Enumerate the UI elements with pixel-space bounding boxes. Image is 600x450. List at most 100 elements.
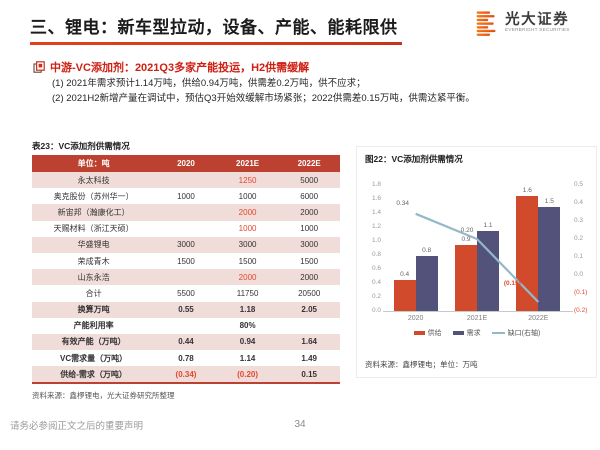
right-axis-tick: 0.4 bbox=[574, 199, 584, 206]
legend-item-bar: 需求 bbox=[452, 328, 481, 338]
summary-point-1: (1) 2021年需求预计1.14万吨，供给0.94万吨，供需差0.2万吨，供不… bbox=[52, 78, 366, 89]
table-row: 华盛锂电 3000 3000 3000 bbox=[32, 236, 340, 253]
cell-value: 0.15 bbox=[278, 366, 340, 384]
cell-value bbox=[155, 318, 217, 334]
column-header-year: 2022E bbox=[278, 155, 340, 172]
chart-legend: 供给 需求 缺口(右轴) bbox=[385, 328, 569, 338]
brand-name-cn: 光大证券 bbox=[505, 12, 570, 28]
cell-value: 2000 bbox=[216, 269, 279, 286]
row-label: 山东永浩 bbox=[32, 269, 156, 286]
x-category-label: 2022E bbox=[528, 315, 549, 322]
chart-source: 资料来源：鑫椤锂电；单位：万吨 bbox=[365, 360, 478, 369]
table-source: 资料来源：鑫椤锂电，光大证券研究所整理 bbox=[32, 391, 175, 401]
cell-value: 1500 bbox=[238, 256, 257, 266]
bar-supply bbox=[455, 245, 477, 311]
left-axis-tick: 0.8 bbox=[371, 251, 381, 258]
table-row: 有效产能（万吨） 0.44 0.94 1.64 bbox=[32, 333, 340, 351]
cell-value: 1000 bbox=[238, 224, 257, 234]
column-header-year: 2021E bbox=[216, 155, 279, 172]
legend-swatch bbox=[413, 331, 425, 335]
cell-value: 1.64 bbox=[278, 333, 340, 351]
table-row: 供给-需求（万吨） (0.34) (0.20) 0.15 bbox=[32, 366, 340, 384]
legend-item-bar: 供给 bbox=[413, 328, 442, 338]
cell-value: 1000 bbox=[300, 224, 319, 234]
cell-value: 1.49 bbox=[301, 353, 317, 363]
right-axis-tick: 0.3 bbox=[574, 217, 584, 224]
cell-value bbox=[155, 204, 217, 221]
legend-label: 缺口(右轴) bbox=[507, 330, 541, 337]
row-label: 永太科技 bbox=[32, 172, 156, 189]
left-axis-tick: 0.0 bbox=[371, 307, 381, 314]
row-label: VC需求量（万吨） bbox=[60, 353, 128, 363]
title-underline bbox=[30, 42, 402, 45]
legend-label: 需求 bbox=[466, 330, 481, 337]
brand-logo: 光大证券 EVERBRIGHT SECURITIES bbox=[473, 10, 588, 37]
cell-value bbox=[155, 269, 217, 286]
gap-line bbox=[415, 212, 540, 303]
chart-title: 图22：VC添加剂供需情况 bbox=[365, 154, 463, 164]
table-body: 永太科技 1250 5000 奥克股份（苏州华一） 1000 1000 6000 新宙邦（瀚康… bbox=[32, 172, 340, 384]
right-axis-tick: 0.5 bbox=[574, 181, 584, 188]
cell-value: 3000 bbox=[216, 236, 279, 253]
cell-value: 1.18 bbox=[216, 301, 279, 318]
x-category-label: 2020 bbox=[407, 315, 424, 322]
table-row: 奥克股份（苏州华一） 1000 1000 6000 bbox=[32, 188, 340, 204]
chart-card: 1.8 1.6 1.4 1.2 1.0 0.8 0.6 0.4 0.2 0.0 0.5 0.4 0.3 0… bbox=[356, 146, 597, 378]
line-value-label: (0.15) bbox=[503, 280, 521, 287]
legend-item-line: 缺口(右轴) bbox=[491, 328, 541, 338]
table-row: 山东永浩 2000 2000 bbox=[32, 269, 340, 286]
row-label: 奥克股份（苏州华一） bbox=[53, 191, 134, 201]
left-axis-tick: 1.6 bbox=[371, 195, 381, 202]
cell-value: 2000 bbox=[278, 269, 340, 286]
bar-demand bbox=[538, 206, 561, 311]
cell-value bbox=[155, 172, 217, 189]
cell-value: 20500 bbox=[298, 288, 321, 298]
row-label: 换算万吨 bbox=[32, 301, 156, 318]
bar-value-label: 0.9 bbox=[461, 236, 471, 244]
bar-demand bbox=[477, 231, 499, 311]
left-axis-tick: 1.0 bbox=[371, 237, 381, 244]
cell-value bbox=[278, 318, 340, 334]
table-row: 天赐材料（浙江天硕） 1000 1000 bbox=[32, 221, 340, 237]
legend-label: 供给 bbox=[427, 330, 442, 337]
legend-swatch bbox=[452, 331, 464, 335]
bar-value-label: 1.6 bbox=[522, 187, 532, 195]
cell-value: 0.94 bbox=[216, 333, 279, 351]
page-number: 34 bbox=[294, 419, 306, 430]
bar-supply bbox=[516, 196, 539, 311]
cell-value bbox=[155, 221, 217, 237]
x-axis-line bbox=[383, 311, 573, 312]
table-header-row: 单位：吨 2020 2021E 2022E bbox=[32, 155, 340, 172]
legend-swatch bbox=[491, 332, 505, 334]
right-axis-tick: 0.0 bbox=[574, 271, 584, 278]
bar-demand bbox=[415, 256, 438, 311]
right-axis-tick: (0.2) bbox=[574, 307, 588, 314]
table-row: 合计 5500 11750 20500 bbox=[32, 285, 340, 301]
row-label: 新宙邦（瀚康化工） bbox=[32, 204, 156, 221]
table-header: 单位：吨 2020 2021E 2022E bbox=[32, 155, 340, 172]
left-axis-tick: 0.2 bbox=[371, 293, 381, 300]
cell-value: 5500 bbox=[177, 288, 195, 298]
clipboard-icon bbox=[33, 61, 45, 73]
bar-value-label: 1.1 bbox=[483, 222, 493, 230]
cell-value: 80% bbox=[239, 321, 256, 331]
cell-value: 3000 bbox=[155, 236, 217, 253]
summary-point-2: (2) 2021H2新增产量在调试中，预估Q3开始效缓解市场紧张；2022供需差… bbox=[52, 93, 475, 104]
cell-value: (0.34) bbox=[155, 366, 217, 384]
left-axis-tick: 1.8 bbox=[371, 181, 381, 188]
summary-heading: 中游-VC添加剂：2021Q3多家产能投运，H2供需缓解 bbox=[50, 62, 310, 74]
cell-value: (0.20) bbox=[216, 366, 279, 384]
chart-area: 1.8 1.6 1.4 1.2 1.0 0.8 0.6 0.4 0.2 0.0 0.5 0.4 0.3 0… bbox=[357, 147, 596, 377]
supply-demand-table: 表23：VC添加剂供需情况 单位：吨 2020 2021E 2022E 永太科技 125… bbox=[32, 140, 340, 401]
summary-block: 中游-VC添加剂：2021Q3多家产能投运，H2供需缓解 (1) 2021年需求… bbox=[33, 59, 592, 105]
left-axis-tick: 0.4 bbox=[371, 279, 381, 286]
column-header-unit: 单位：吨 bbox=[32, 155, 156, 172]
table-row: 换算万吨 0.55 1.18 2.05 bbox=[32, 301, 340, 318]
cell-value: 2.05 bbox=[278, 301, 340, 318]
footer-disclaimer: 请务必参阅正文之后的重要声明 bbox=[10, 421, 144, 432]
cell-value: 11750 bbox=[236, 288, 259, 298]
bar-value-label: 0.4 bbox=[400, 271, 410, 279]
cell-value: 1500 bbox=[300, 256, 319, 266]
row-label: 华盛锂电 bbox=[32, 236, 156, 253]
data-table: 单位：吨 2020 2021E 2022E 永太科技 1250 5000 奥克股份（苏州华一… bbox=[32, 155, 340, 385]
